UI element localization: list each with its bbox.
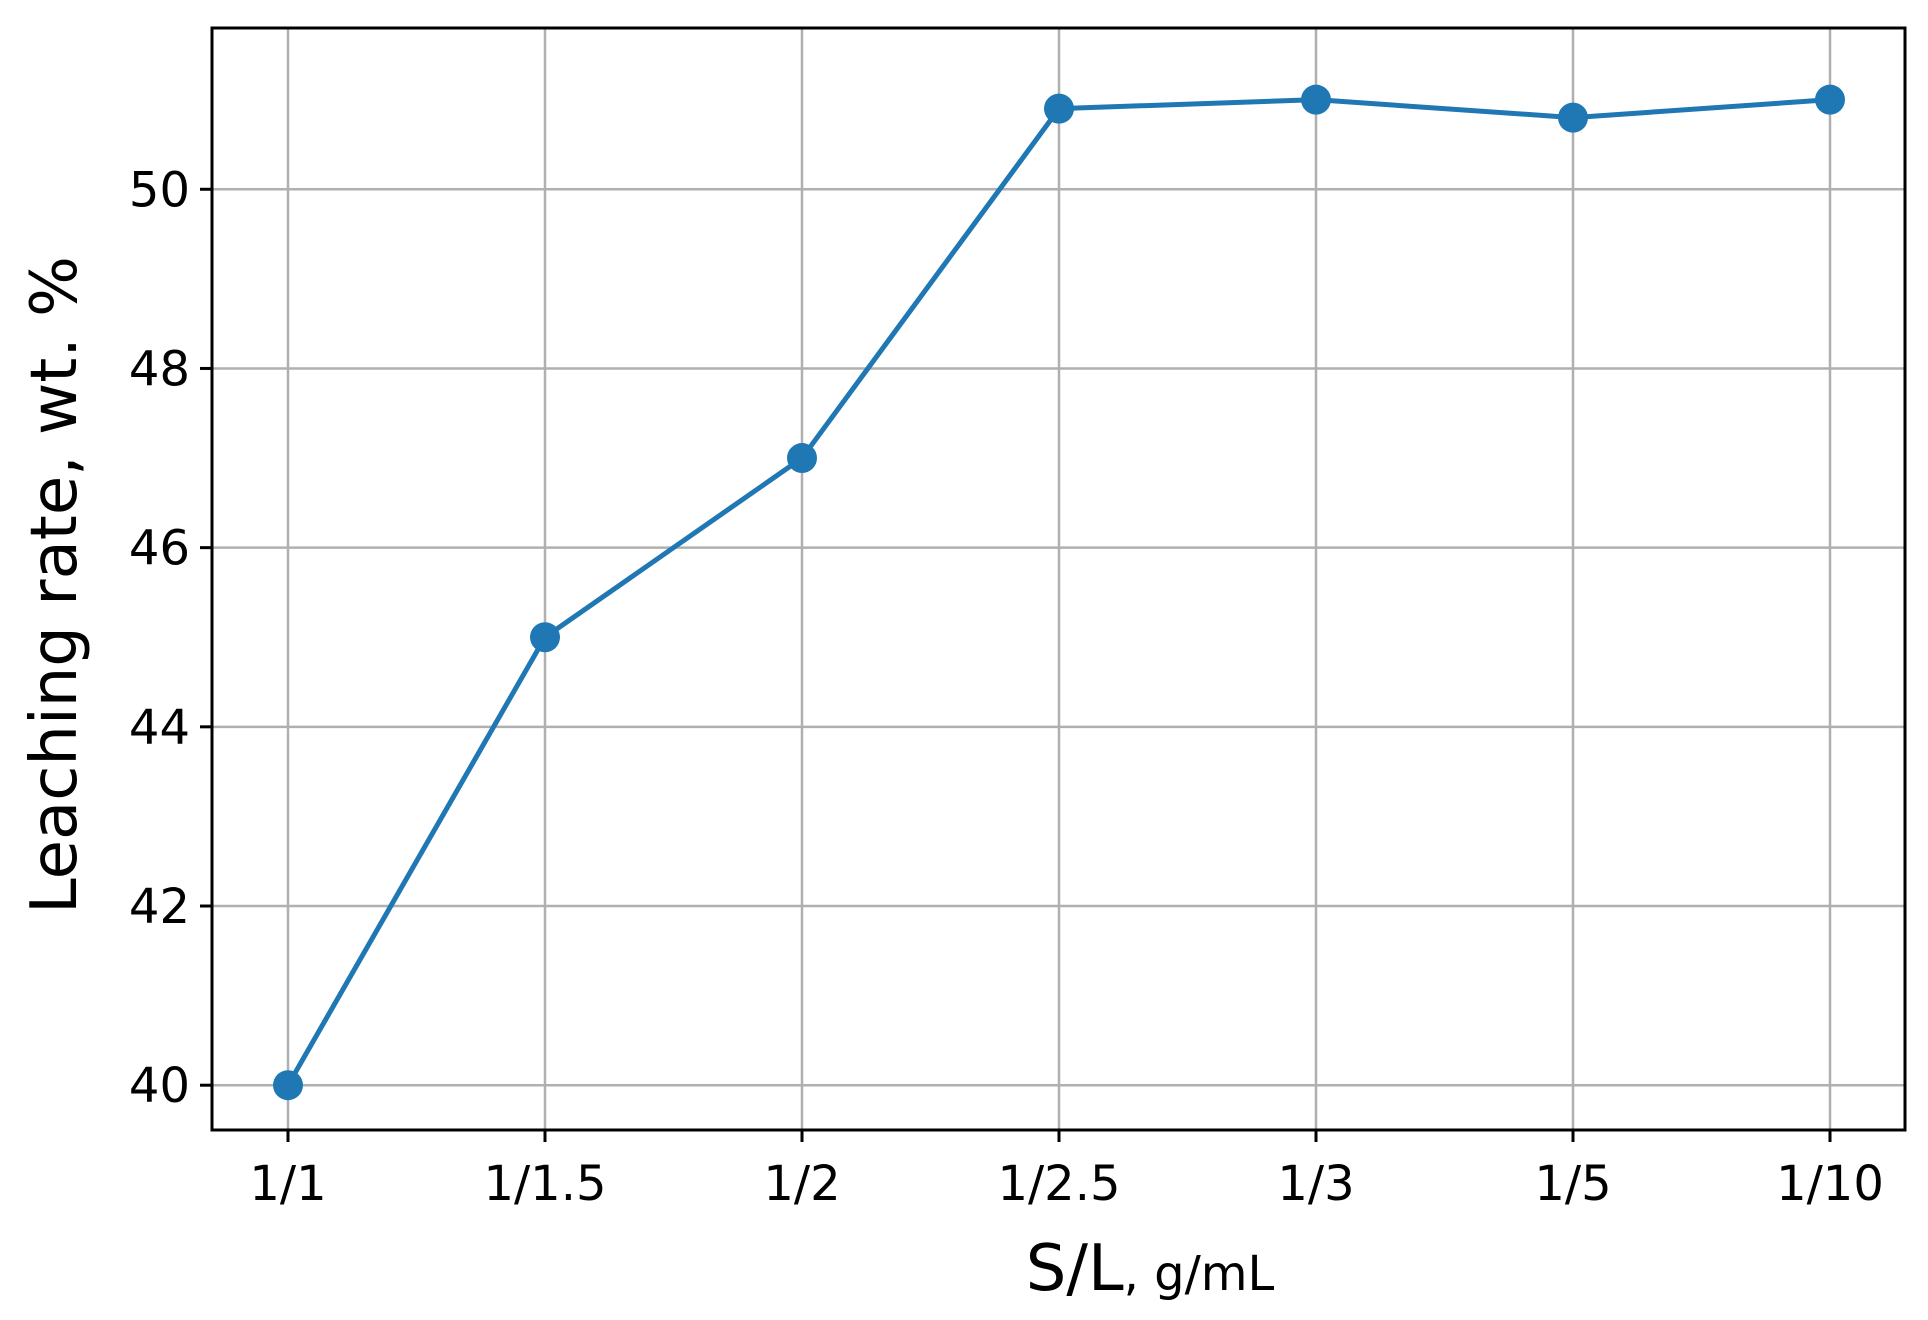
x-tick-label: 1/1: [249, 1156, 326, 1212]
x-axis-label: S/L, g/mL: [1026, 1232, 1275, 1306]
x-tick-label: 1/2: [763, 1156, 840, 1212]
y-tick-label: 50: [129, 162, 190, 218]
data-point: [273, 1070, 303, 1101]
x-tick-label: 1/2.5: [997, 1156, 1120, 1212]
data-point: [1558, 102, 1588, 133]
grid-lines: [212, 28, 1905, 1130]
data-point: [1301, 84, 1331, 115]
x-tick-label: 1/10: [1776, 1156, 1884, 1212]
y-tick-label: 48: [129, 341, 190, 397]
x-tick-label: 1/1.5: [483, 1156, 606, 1212]
x-axis-label-main: S/L: [1026, 1232, 1124, 1306]
x-tick-label: 1/3: [1277, 1156, 1354, 1212]
axis-ticks: 1/1 1/1.5 1/2 1/2.5 1/3 1/5 1/10 40 42 44 46 48 50: [129, 162, 1884, 1212]
y-tick-label: 42: [129, 879, 190, 935]
x-axis-label-unit: , g/mL: [1124, 1246, 1275, 1302]
y-tick-label: 44: [129, 700, 190, 756]
data-point: [1815, 84, 1845, 115]
data-point: [530, 622, 560, 653]
data-point: [1044, 93, 1074, 124]
y-axis-label: Leaching rate, wt. %: [18, 256, 92, 914]
y-tick-label: 40: [129, 1058, 190, 1114]
x-tick-label: 1/5: [1534, 1156, 1611, 1212]
data-point: [787, 443, 817, 474]
data-series: [273, 84, 1845, 1101]
y-tick-label: 46: [129, 521, 190, 577]
